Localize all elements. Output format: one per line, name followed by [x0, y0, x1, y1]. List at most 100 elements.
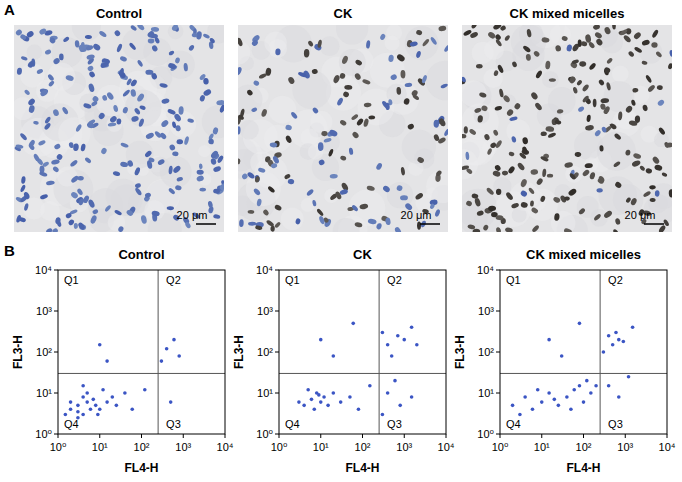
nucleus	[464, 126, 468, 133]
nucleus	[119, 68, 124, 76]
nucleus	[641, 60, 647, 65]
nucleus	[16, 214, 22, 223]
scatter-point	[594, 384, 598, 388]
nucleus	[139, 105, 146, 111]
nucleus	[336, 97, 344, 106]
y-tick-label: 10⁴	[477, 264, 494, 276]
nucleus	[476, 210, 484, 217]
nucleus	[516, 162, 525, 172]
nucleus	[270, 226, 275, 232]
nucleus	[122, 89, 131, 98]
nucleus	[581, 83, 589, 92]
scatter-point	[631, 326, 635, 330]
nucleus	[520, 178, 528, 188]
nucleus	[547, 132, 556, 139]
scatter-point	[105, 400, 109, 404]
nucleus	[641, 39, 650, 46]
nucleus	[253, 80, 260, 87]
x-axis-label: FL4-H	[567, 461, 601, 475]
nucleus	[339, 119, 347, 127]
nucleus	[199, 188, 206, 192]
scatter-point	[572, 388, 576, 392]
nucleus	[554, 119, 561, 125]
nucleus	[44, 116, 51, 125]
nucleus	[51, 159, 60, 165]
nucleus	[631, 159, 641, 167]
nucleus	[596, 188, 603, 193]
nucleus	[407, 123, 415, 130]
nucleus	[615, 218, 621, 225]
nucleus	[385, 103, 390, 111]
nucleus	[210, 150, 220, 160]
nucleus	[23, 191, 31, 200]
nucleus	[172, 165, 182, 174]
nucleus	[563, 227, 573, 232]
scatter-point	[393, 379, 397, 383]
scatter-point	[565, 395, 569, 399]
nucleus	[582, 95, 590, 103]
nucleus	[45, 227, 53, 232]
nucleus	[136, 93, 145, 103]
scatter-point	[105, 359, 109, 363]
nucleus	[340, 155, 347, 161]
nucleus	[477, 115, 483, 123]
nucleus	[15, 144, 23, 149]
nucleus	[262, 209, 270, 217]
nucleus	[584, 163, 593, 169]
background-texture	[72, 25, 101, 41]
background-texture	[27, 44, 42, 59]
x-tick-label: 10²	[134, 441, 150, 453]
nucleus	[600, 98, 609, 104]
background-texture	[57, 166, 78, 187]
y-axis-label: FL3-H	[11, 335, 25, 369]
nucleus	[473, 229, 481, 232]
nucleus	[366, 40, 371, 49]
scatter-point	[410, 395, 414, 399]
nucleus	[354, 222, 363, 228]
nucleus	[134, 167, 141, 176]
nucleus	[612, 25, 616, 30]
background-texture	[126, 141, 154, 169]
nucleus	[285, 124, 292, 130]
nucleus	[275, 48, 281, 55]
nucleus	[366, 185, 375, 192]
nucleus	[209, 37, 216, 44]
background-texture	[462, 149, 478, 180]
background-texture	[198, 145, 210, 157]
nucleus	[274, 204, 283, 212]
nucleus	[339, 188, 348, 195]
nucleus	[438, 26, 446, 32]
nucleus	[534, 102, 543, 112]
nucleus	[19, 132, 28, 141]
nucleus	[159, 83, 168, 89]
y-tick-label: 10¹	[478, 387, 494, 399]
nucleus	[172, 151, 179, 156]
nucleus	[376, 222, 383, 230]
nucleus	[168, 166, 173, 175]
nucleus	[65, 74, 74, 82]
nucleus	[521, 146, 528, 155]
scatter-point	[518, 413, 522, 417]
scatter-point	[297, 400, 301, 404]
nucleus	[140, 215, 147, 225]
nucleus	[137, 59, 144, 67]
quadrant-label: Q2	[387, 274, 402, 286]
nucleus	[126, 159, 133, 167]
nucleus	[258, 167, 266, 173]
x-tick-label: 10⁴	[438, 441, 455, 453]
nucleus	[651, 29, 659, 39]
nucleus	[134, 183, 141, 189]
scatter-point	[415, 343, 419, 347]
nucleus	[493, 70, 499, 77]
nucleus	[160, 119, 169, 128]
nucleus	[396, 185, 403, 192]
nucleus	[174, 57, 180, 64]
nucleus	[196, 169, 203, 174]
nucleus	[171, 25, 179, 32]
y-tick	[54, 270, 58, 271]
nucleus	[51, 227, 58, 232]
nucleus	[248, 222, 256, 226]
x-tick-label: 10⁴	[659, 441, 676, 453]
y-tick	[275, 393, 279, 394]
nucleus	[585, 125, 594, 131]
